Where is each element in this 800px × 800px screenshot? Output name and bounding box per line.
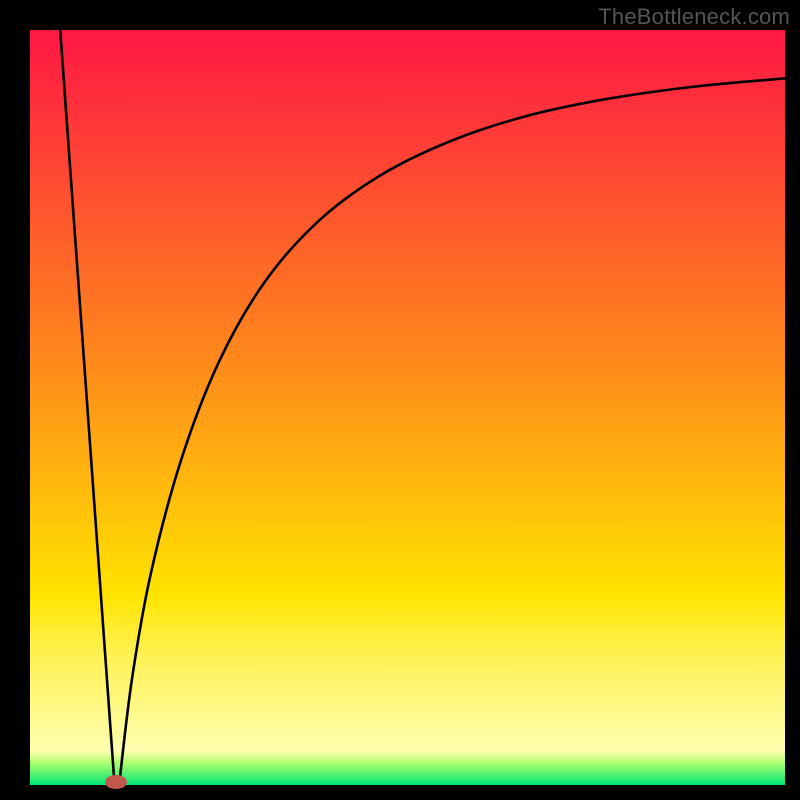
chart-container: TheBottleneck.com bbox=[0, 0, 800, 800]
chart-curve bbox=[30, 30, 785, 785]
bottleneck-curve-path bbox=[60, 30, 785, 785]
watermark-text: TheBottleneck.com bbox=[598, 4, 790, 30]
chart-plot-area bbox=[30, 30, 785, 785]
optimal-point-marker bbox=[105, 775, 127, 789]
